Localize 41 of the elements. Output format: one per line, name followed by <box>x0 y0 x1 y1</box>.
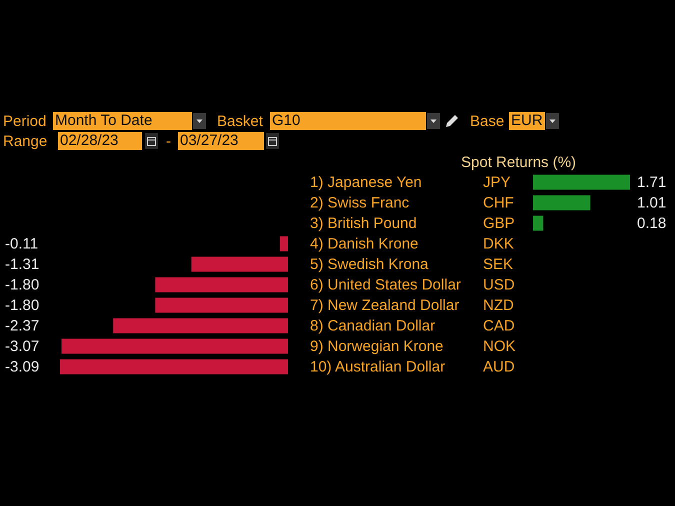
text: - <box>166 133 171 151</box>
data-label: -2.37 <box>5 317 40 334</box>
y-tick-label: NOK <box>483 338 516 355</box>
data-label: 1.01 <box>637 194 666 212</box>
y-tick-label: 8) Canadian Dollar <box>310 317 436 334</box>
data-label: 1.71 <box>637 174 666 191</box>
y-tick-label: 10) Australian Dollar <box>310 358 446 376</box>
y-tick-label: CAD <box>483 317 515 334</box>
data-label: -0.11 <box>5 235 38 252</box>
y-tick-label: 9) Norwegian Krone <box>310 338 444 355</box>
y-tick-label: 2) Swiss Franc <box>310 194 410 212</box>
y-tick-label: 5) Swedish Krona <box>310 256 430 273</box>
y-tick-label: JPY <box>483 174 511 191</box>
text: G10 <box>270 112 426 130</box>
data-label: -1.31 <box>5 256 40 273</box>
y-tick-label: 7) New Zealand Dollar <box>310 296 460 314</box>
data-label: -3.07 <box>5 338 40 355</box>
y-tick-label: GBP <box>483 214 515 232</box>
data-label: -3.09 <box>5 358 40 376</box>
text: Base <box>470 113 504 131</box>
text: Range <box>3 133 48 151</box>
y-tick-label: 6) United States Dollar <box>310 276 461 294</box>
y-tick-label: DKK <box>483 235 514 252</box>
y-tick-label: USD <box>483 276 515 294</box>
y-tick-label: CHF <box>483 194 514 212</box>
y-tick-label: SEK <box>483 256 514 273</box>
y-tick-label: 4) Danish Krone <box>310 235 418 252</box>
text: Basket <box>217 113 263 131</box>
text: Period <box>3 113 46 131</box>
data-label: -1.80 <box>5 276 40 294</box>
y-tick-label: NZD <box>483 296 514 314</box>
y-tick-label: AUD <box>483 358 515 376</box>
text: EUR <box>509 112 545 130</box>
text: 02/28/23 <box>58 132 142 150</box>
text: 03/27/23 <box>178 132 264 150</box>
y-tick-label: 1) Japanese Yen <box>310 174 422 191</box>
data-label: 0.18 <box>637 214 666 232</box>
data-label: -1.80 <box>5 296 40 314</box>
y-tick-label: 3) British Pound <box>310 214 417 232</box>
text: Month To Date <box>53 112 192 130</box>
chart-title: Spot Returns (%) <box>461 154 576 171</box>
